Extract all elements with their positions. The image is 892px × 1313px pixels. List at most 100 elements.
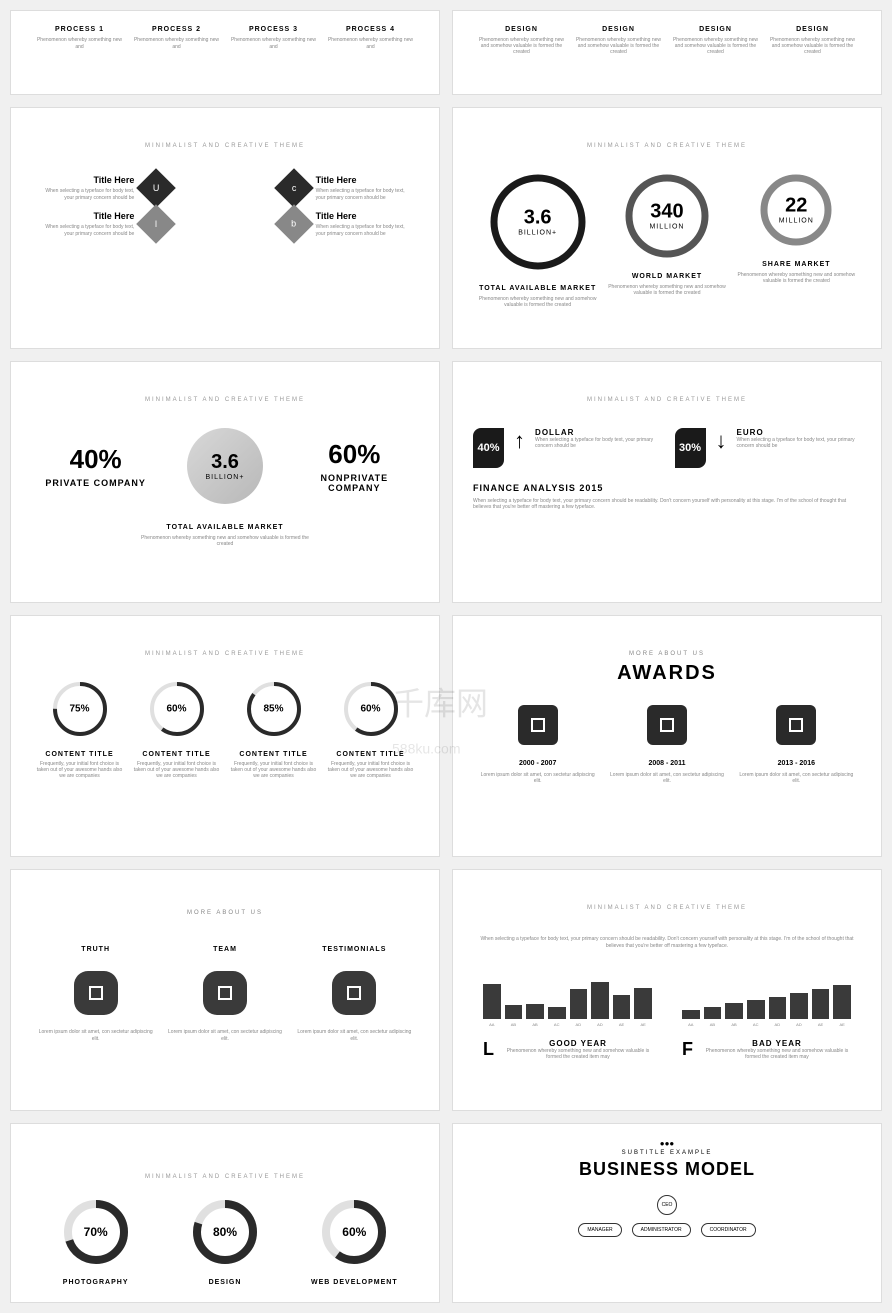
year-letter: L xyxy=(483,1039,494,1060)
org-node: MANAGER xyxy=(578,1223,621,1237)
pct-box: 40% xyxy=(473,428,504,468)
bar-label: AD xyxy=(790,1022,808,1027)
value-title: TRUTH xyxy=(36,946,155,953)
ball-num: 3.6 xyxy=(211,452,239,472)
slide-rings: MINIMALIST AND CREATIVE THEME 75%CONTENT… xyxy=(10,615,440,857)
bar xyxy=(613,995,631,1019)
awards-sub: MORE ABOUT US xyxy=(473,651,861,657)
value-desc: Lorem ipsum dolor sit amet, con sectetur… xyxy=(36,1029,155,1042)
pct-left-label: PRIVATE COMPANY xyxy=(36,478,155,488)
market-title: TOTAL AVAILABLE MARKET xyxy=(31,524,419,531)
process-item: PROCESS 2Phenomenon whereby something ne… xyxy=(128,26,225,50)
slide-finance: MINIMALIST AND CREATIVE THEME 40% ↑ DOLLAR… xyxy=(452,361,882,603)
slide-values: MORE ABOUT US TRUTHLorem ipsum dolor sit… xyxy=(10,869,440,1111)
diamond-icon: c xyxy=(274,168,314,208)
award-year: 2000 - 2007 xyxy=(478,760,597,767)
diamond-icon: l xyxy=(137,204,177,244)
design-title: DESIGN xyxy=(478,26,565,33)
award-item: 2008 - 2011Lorem ipsum dolor sit amet, c… xyxy=(602,705,731,784)
process-item: PROCESS 1 Phenomenon whereby something ne… xyxy=(31,26,128,50)
market-desc: Phenomenon whereby something new and som… xyxy=(135,535,315,547)
bar-label: AB xyxy=(704,1022,722,1027)
bar-label: AB xyxy=(505,1022,523,1027)
award-icon xyxy=(647,705,687,745)
diamond-text: Title HereWhen selecting a typeface for … xyxy=(316,211,409,237)
bar xyxy=(570,989,588,1019)
bar xyxy=(769,997,787,1020)
ball-icon: 3.6BILLION+ xyxy=(187,428,263,504)
diamond-text: Title HereWhen selecting a typeface for … xyxy=(41,175,134,201)
diamond-text: Title HereWhen selecting a typeface for … xyxy=(41,211,134,237)
bar-label: AC xyxy=(548,1022,566,1027)
design-title: DESIGN xyxy=(672,26,759,33)
process-item: PROCESS 3Phenomenon whereby something ne… xyxy=(225,26,322,50)
arrow-icon: ↑ xyxy=(514,428,525,454)
pct-right: 60% xyxy=(295,439,414,470)
bar-label: AE xyxy=(833,1022,851,1027)
design-title: DESIGN xyxy=(769,26,856,33)
process-title: PROCESS 1 xyxy=(36,26,123,33)
currency-label: EURO xyxy=(737,428,861,437)
value-item: TESTIMONIALSLorem ipsum dolor sit amet, … xyxy=(290,946,419,1042)
diamond-icon: b xyxy=(274,204,314,244)
circle-stat: 340MILLIONWORLD MARKETPhenomenon whereby… xyxy=(602,174,731,308)
year-title: BAD YEAR xyxy=(703,1039,851,1048)
design-item: DESIGN Phenomenon whereby something new a… xyxy=(473,26,570,55)
bar xyxy=(725,1003,743,1019)
slide-process: PROCESS 1 Phenomenon whereby something ne… xyxy=(10,10,440,95)
slide-donuts: MINIMALIST AND CREATIVE THEME 70%PHOTOGR… xyxy=(10,1123,440,1303)
year-title: GOOD YEAR xyxy=(504,1039,652,1048)
year-desc: Phenomenon whereby something new and som… xyxy=(703,1048,851,1060)
award-item: 2000 - 2007 Lorem ipsum dolor sit amet, c… xyxy=(473,705,602,784)
bar xyxy=(483,984,501,1019)
bars-intro: When selecting a typeface for body text,… xyxy=(473,936,861,949)
bar-label: AD xyxy=(769,1022,787,1027)
bar-label: AE xyxy=(613,1022,631,1027)
design-desc: Phenomenon whereby something new and som… xyxy=(769,37,856,55)
bar-chart xyxy=(682,969,851,1019)
design-desc: Phenomenon whereby something new and som… xyxy=(478,37,565,55)
bm-sub: SUBTITLE EXAMPLE xyxy=(473,1150,861,1156)
process-desc: Phenomenon whereby something new and xyxy=(133,37,220,50)
bar xyxy=(704,1007,722,1020)
finance-desc: When selecting a typeface for body text,… xyxy=(473,498,861,510)
process-desc: Phenomenon whereby something new and xyxy=(36,37,123,50)
awards-title: AWARDS xyxy=(473,662,861,685)
bars-left: AAABABACADADAEAELGOOD YEARPhenomenon whe… xyxy=(483,969,652,1060)
slide-market-split: MINIMALIST AND CREATIVE THEME 40%PRIVATE… xyxy=(10,361,440,603)
tagline: MINIMALIST AND CREATIVE THEME xyxy=(31,651,419,657)
donut-stat: 60%WEB DEVELOPMENT xyxy=(290,1200,419,1289)
process-desc: Phenomenon whereby something new and xyxy=(327,37,414,50)
value-item: TRUTH Lorem ipsum dolor sit amet, con sec… xyxy=(31,946,160,1042)
tagline: MINIMALIST AND CREATIVE THEME xyxy=(473,397,861,403)
tagline: MINIMALIST AND CREATIVE THEME xyxy=(473,905,861,911)
circle-stat: 3.6BILLION+TOTAL AVAILABLE MARKETPhenome… xyxy=(473,174,602,308)
bar-label: AD xyxy=(591,1022,609,1027)
award-icon xyxy=(776,705,816,745)
value-title: TESTIMONIALS xyxy=(295,946,414,953)
bar-label: AE xyxy=(812,1022,830,1027)
pct-right-label: NONPRIVATE COMPANY xyxy=(295,473,414,493)
award-desc: Lorem ipsum dolor sit amet, con sectetur… xyxy=(607,772,726,784)
slide-circles: MINIMALIST AND CREATIVE THEME 3.6BILLION… xyxy=(452,107,882,349)
bars-right: AAABABACADADAEAEFBAD YEARPhenomenon wher… xyxy=(682,969,851,1060)
org-node: ADMINISTRATOR xyxy=(632,1223,691,1237)
bar xyxy=(682,1010,700,1019)
slide-grid: PROCESS 1 Phenomenon whereby something ne… xyxy=(10,10,882,1303)
pct-box: 30% xyxy=(675,428,706,468)
bar-label: AB xyxy=(526,1022,544,1027)
bar-label: AD xyxy=(570,1022,588,1027)
award-desc: Lorem ipsum dolor sit amet, con sectetur… xyxy=(478,772,597,784)
pct-left: 40% xyxy=(36,444,155,475)
ring-stat: 85%CONTENT TITLEFrequently, your initial… xyxy=(225,682,322,779)
currency-label: DOLLAR xyxy=(535,428,659,437)
ring-stat: 75%CONTENT TITLEFrequently, your initial… xyxy=(31,682,128,779)
dots-icon: ●●● xyxy=(473,1139,861,1148)
value-title: TEAM xyxy=(165,946,284,953)
bar xyxy=(812,989,830,1019)
bar-label: AB xyxy=(725,1022,743,1027)
value-icon xyxy=(74,971,118,1015)
tagline: MINIMALIST AND CREATIVE THEME xyxy=(31,1174,419,1180)
award-year: 2013 - 2016 xyxy=(737,760,856,767)
diamond-text: Title HereWhen selecting a typeface for … xyxy=(316,175,409,201)
